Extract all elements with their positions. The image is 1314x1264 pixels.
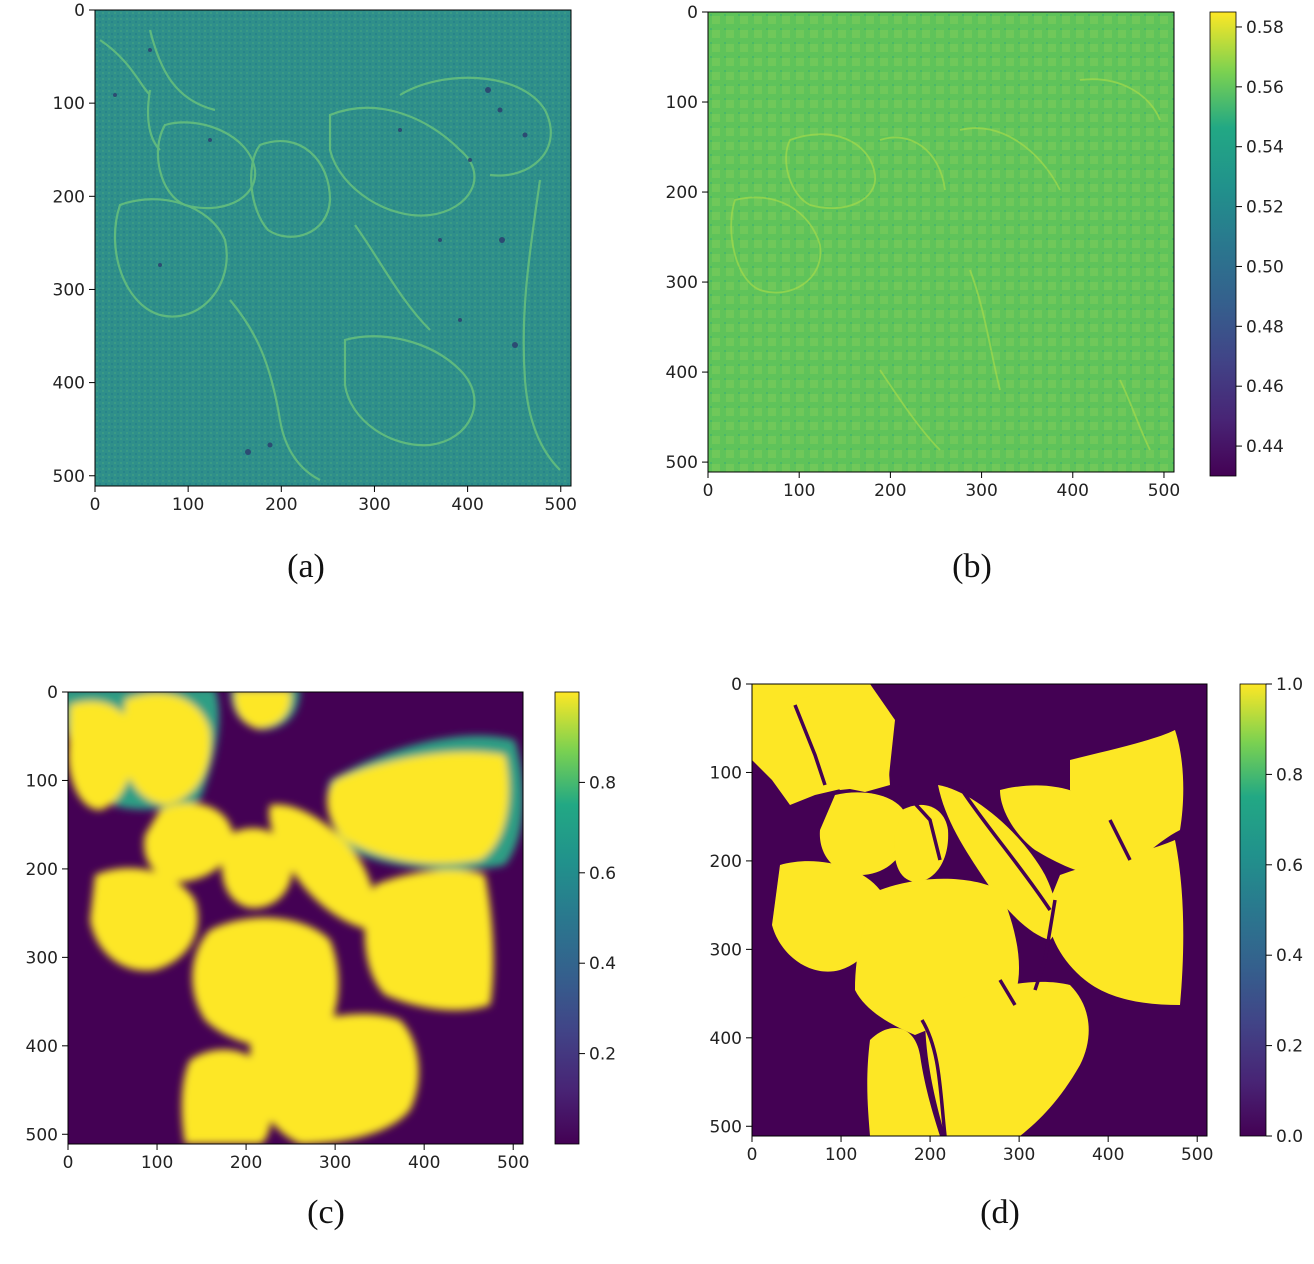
colorbar-tick-label: 0.50 [1246, 257, 1284, 277]
y-tick-label: 300 [53, 280, 85, 300]
y-tick-label: 100 [710, 763, 742, 783]
colorbar-tick-label: 0.2 [589, 1045, 616, 1065]
colorbar-tick-label: 0.52 [1246, 198, 1284, 218]
caption-d: (d) [980, 1194, 1020, 1231]
y-tick-label: 100 [666, 93, 698, 113]
colorbar-tick-label: 0.0 [1276, 1127, 1303, 1147]
x-tick-label: 100 [141, 1153, 173, 1173]
y-tick-label: 300 [710, 940, 742, 960]
plot-area-c [67, 691, 524, 1145]
x-tick-label: 300 [1003, 1145, 1035, 1165]
x-tick-label: 200 [265, 495, 297, 515]
cell-outlines [730, 78, 1161, 451]
plot-area-d [751, 683, 1208, 1137]
colorbar-c [554, 691, 580, 1145]
x-tick-label: 300 [319, 1153, 351, 1173]
x-tick-label: 200 [914, 1145, 946, 1165]
dark-speckles [113, 48, 528, 455]
x-tick-label: 0 [63, 1153, 74, 1173]
x-tick-label: 500 [545, 495, 577, 515]
colorbar-ticks-c: 0.2 0.4 0.6 0.8 [579, 773, 616, 1065]
colorbar-tick-label: 1.0 [1276, 675, 1303, 695]
colorbar-tick-label: 0.48 [1246, 317, 1284, 337]
colorbar-d [1239, 683, 1267, 1137]
colorbar-tick-label: 0.4 [1276, 946, 1303, 966]
y-tick-label: 0 [687, 3, 698, 23]
x-tick-label: 400 [1092, 1145, 1124, 1165]
caption-a: (a) [287, 548, 325, 585]
x-tick-label: 500 [1148, 481, 1180, 501]
colorbar-tick-label: 0.44 [1246, 437, 1284, 457]
y-tick-label: 300 [666, 273, 698, 293]
y-tick-label: 200 [710, 852, 742, 872]
y-tick-label: 500 [666, 453, 698, 473]
y-tick-label: 200 [666, 183, 698, 203]
x-tick-label: 0 [747, 1145, 758, 1165]
colorbar-tick-label: 0.6 [1276, 856, 1303, 876]
colorbar-tick-label: 0.6 [589, 864, 616, 884]
x-tick-label: 400 [1057, 481, 1089, 501]
y-tick-label: 0 [731, 675, 742, 695]
y-tick-label: 500 [710, 1117, 742, 1137]
colorbar-b [1209, 11, 1237, 477]
colorbar-tick-label: 0.54 [1246, 138, 1284, 158]
x-tick-label: 300 [965, 481, 997, 501]
colorbar-tick-label: 0.4 [589, 954, 616, 974]
cell-boundaries [793, 704, 1132, 1136]
y-tick-label: 100 [26, 771, 58, 791]
y-tick-label: 300 [26, 948, 58, 968]
colorbar-tick-label: 0.2 [1276, 1037, 1303, 1057]
colorbar-tick-label: 0.56 [1246, 78, 1284, 98]
x-tick-label: 200 [874, 481, 906, 501]
cell-mask-soft [68, 692, 523, 1144]
y-tick-label: 400 [666, 363, 698, 383]
plot-area-b [707, 11, 1175, 473]
colorbar-tick-label: 0.8 [589, 773, 616, 793]
plot-area-a [94, 9, 572, 487]
y-tick-label: 200 [26, 860, 58, 880]
x-tick-label: 300 [358, 495, 390, 515]
x-tick-label: 100 [172, 495, 204, 515]
x-tick-label: 500 [497, 1153, 529, 1173]
x-tick-label: 100 [825, 1145, 857, 1165]
y-tick-label: 100 [53, 94, 85, 114]
colorbar-ticks-d: 0.0 0.2 0.4 0.6 0.8 1.0 [1266, 675, 1303, 1147]
y-tick-label: 500 [26, 1125, 58, 1145]
x-tick-label: 200 [230, 1153, 262, 1173]
x-tick-label: 400 [451, 495, 483, 515]
colorbar-ticks-b: 0.44 0.46 0.48 0.50 0.52 0.54 0.56 0.58 [1236, 18, 1284, 457]
y-tick-label: 500 [53, 467, 85, 487]
cell-outlines [99, 29, 561, 481]
colorbar-tick-label: 0.46 [1246, 377, 1284, 397]
caption-c: (c) [307, 1194, 345, 1231]
cell-mask-binary [752, 684, 1184, 1136]
y-tick-label: 0 [74, 1, 85, 21]
colorbar-tick-label: 0.8 [1276, 765, 1303, 785]
x-tick-label: 400 [408, 1153, 440, 1173]
image-area [708, 12, 1174, 472]
caption-b: (b) [952, 548, 992, 585]
x-tick-label: 100 [783, 481, 815, 501]
colorbar-tick-label: 0.58 [1246, 18, 1284, 38]
x-tick-label: 0 [90, 495, 101, 515]
y-tick-label: 200 [53, 187, 85, 207]
y-tick-label: 0 [47, 683, 58, 703]
y-tick-label: 400 [26, 1037, 58, 1057]
y-tick-label: 400 [53, 374, 85, 394]
x-tick-label: 0 [703, 481, 714, 501]
x-tick-label: 500 [1181, 1145, 1213, 1165]
y-tick-label: 400 [710, 1029, 742, 1049]
image-area [95, 10, 571, 486]
